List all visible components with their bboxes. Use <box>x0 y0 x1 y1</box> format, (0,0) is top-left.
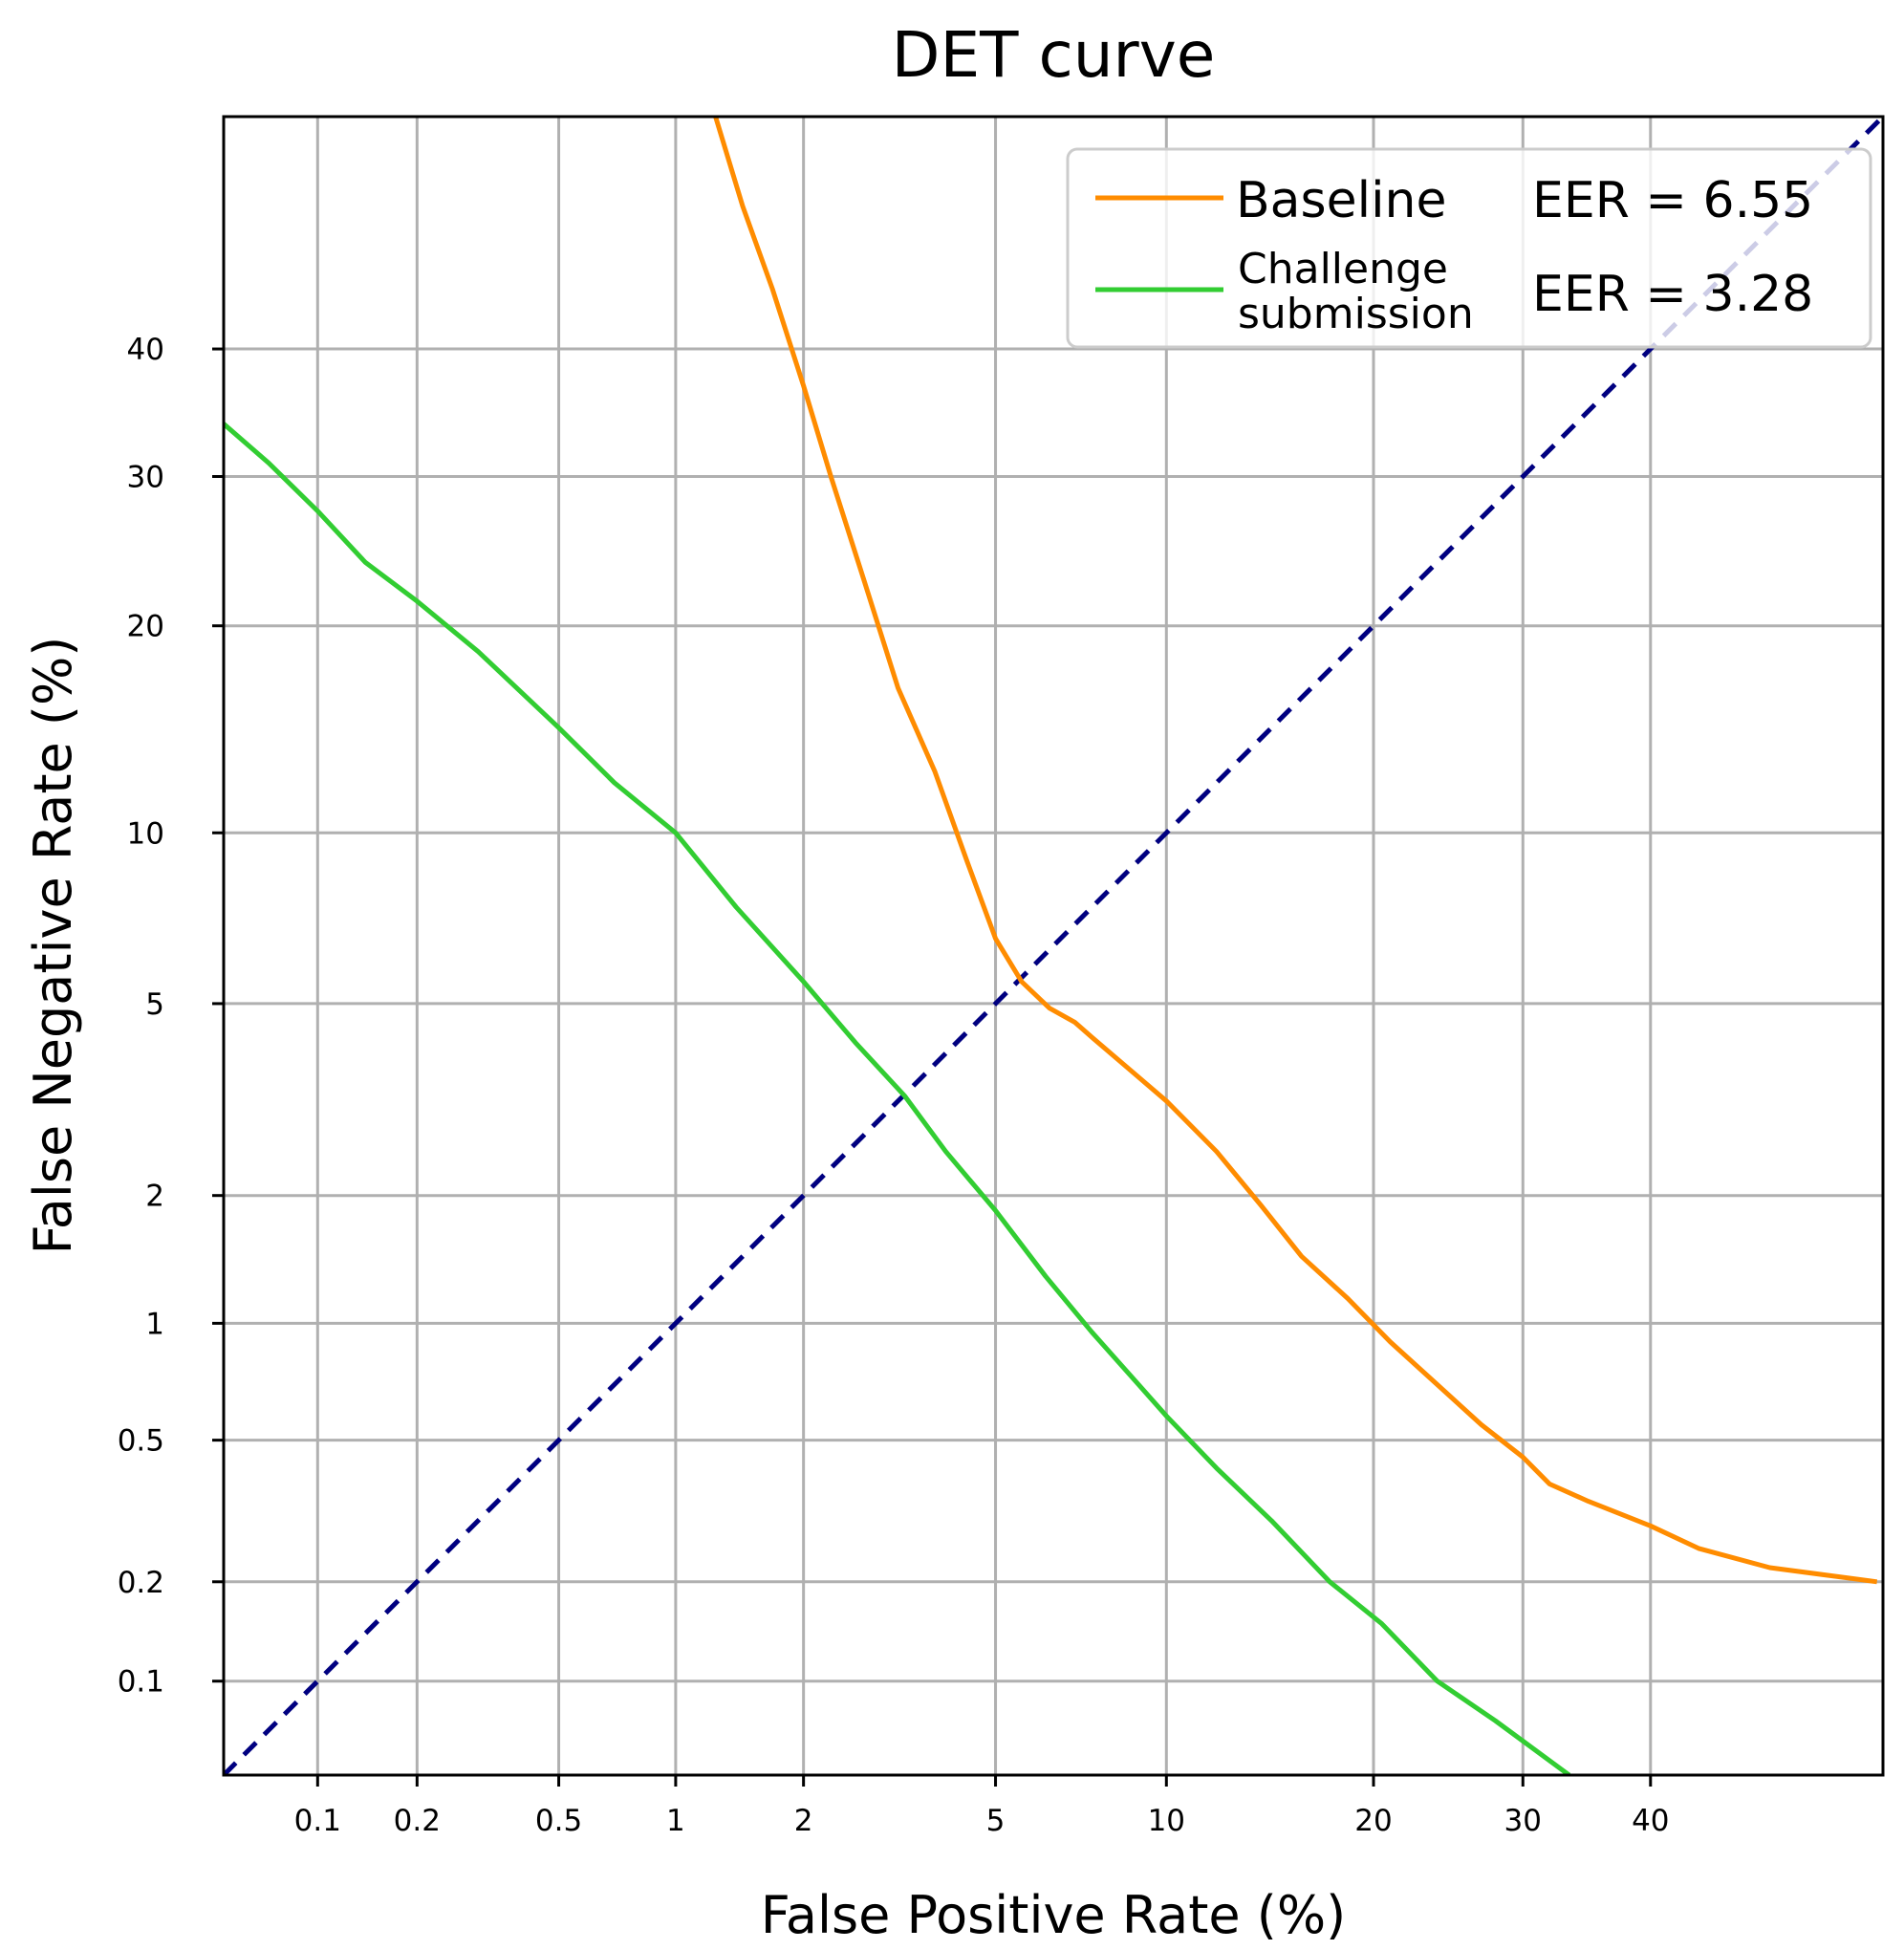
legend-eer-challenge: EER = 3.28 <box>1532 266 1813 323</box>
y-tick-label: 10 <box>127 816 164 851</box>
y-tick-label: 30 <box>127 461 164 495</box>
legend-eer-value-baseline: 6.55 <box>1702 172 1813 229</box>
legend-eer-value-challenge: 3.28 <box>1702 266 1813 323</box>
y-axis-ticks: 0.1 0.2 0.5 1 2 5 10 20 30 40 <box>118 333 224 1700</box>
x-tick-label: 40 <box>1632 1804 1669 1838</box>
legend: Baseline EER = 6.55 Challenge submission … <box>1066 147 1872 349</box>
grid <box>224 117 1883 1775</box>
y-tick-label: 40 <box>127 333 164 367</box>
y-tick-label: 20 <box>127 610 164 644</box>
y-tick-label: 1 <box>145 1307 164 1341</box>
y-axis-label: False Negative Rate (%) <box>23 637 83 1255</box>
x-tick-label: 30 <box>1504 1804 1542 1838</box>
series-line-baseline <box>713 117 1878 1585</box>
x-axis-ticks: 0.1 0.2 0.5 1 2 5 10 20 30 40 <box>294 1775 1670 1838</box>
legend-label-line-1: Challenge <box>1238 245 1448 293</box>
legend-label-baseline: Baseline <box>1236 172 1446 229</box>
series-line-challenge-submission <box>224 422 1571 1775</box>
series-layer <box>224 117 1883 1775</box>
x-tick-label: 5 <box>986 1804 1006 1838</box>
legend-box <box>1066 147 1872 349</box>
x-tick-label: 1 <box>666 1804 685 1838</box>
plot-frame <box>222 115 1885 1777</box>
y-tick-label: 0.1 <box>118 1665 164 1700</box>
x-tick-label: 20 <box>1354 1804 1392 1838</box>
x-tick-label: 0.2 <box>394 1804 441 1838</box>
y-tick-label: 5 <box>145 987 164 1022</box>
y-tick-label: 0.5 <box>118 1424 164 1459</box>
x-tick-label: 2 <box>794 1804 813 1838</box>
legend-label-challenge: Challenge submission <box>1238 245 1474 338</box>
x-axis-label: False Positive Rate (%) <box>761 1885 1346 1945</box>
x-tick-label: 0.5 <box>535 1804 582 1838</box>
x-tick-label: 10 <box>1148 1804 1185 1838</box>
x-tick-label: 0.1 <box>294 1804 341 1838</box>
legend-label-line-2: submission <box>1238 290 1474 338</box>
chart-title: DET curve <box>892 18 1216 92</box>
legend-eer-baseline: EER = 6.55 <box>1532 172 1813 229</box>
y-tick-label: 0.2 <box>118 1566 164 1600</box>
chance-line <box>224 117 1883 1775</box>
y-tick-label: 2 <box>145 1180 164 1214</box>
